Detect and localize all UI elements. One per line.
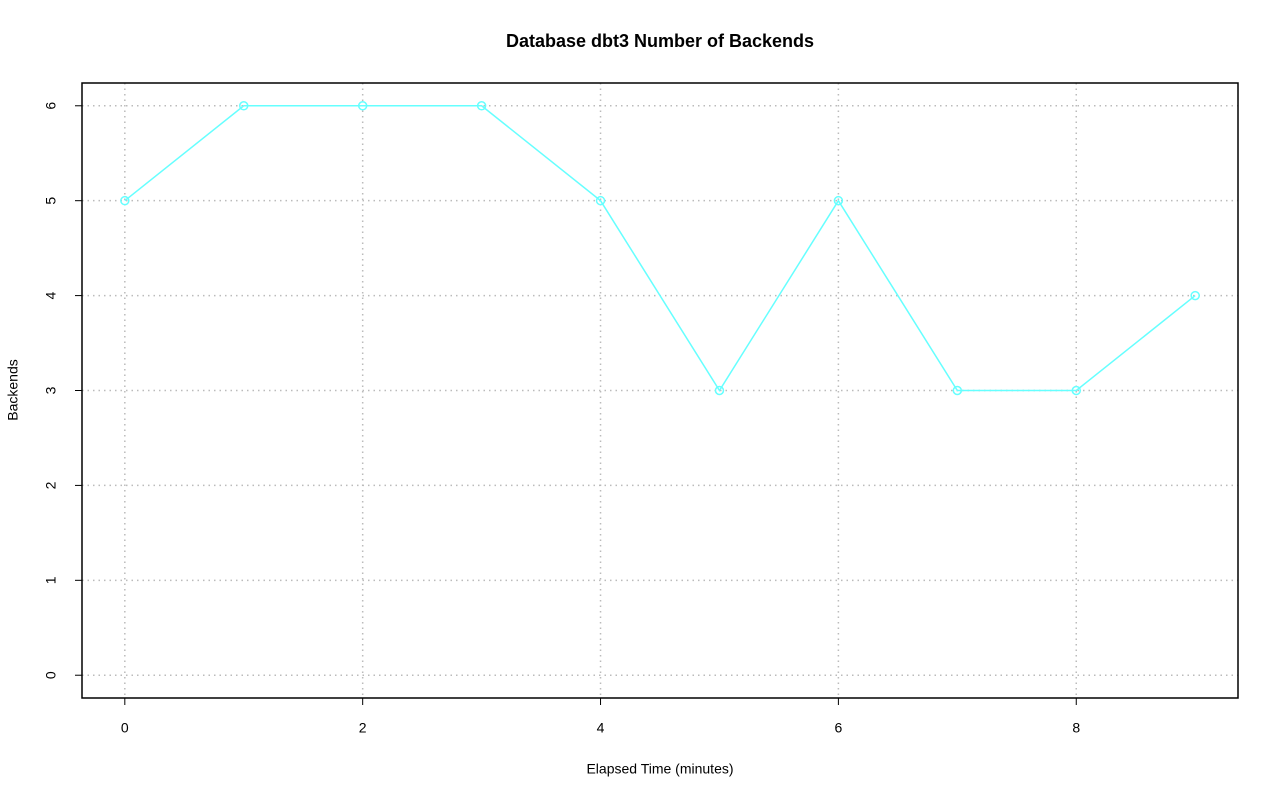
x-axis-label: Elapsed Time (minutes) — [586, 761, 733, 777]
y-tick-label: 6 — [43, 102, 59, 110]
y-tick-label: 5 — [43, 197, 59, 205]
data-point — [238, 101, 249, 111]
x-tick-label: 0 — [121, 720, 129, 736]
data-point — [714, 385, 725, 396]
x-tick-label: 2 — [359, 720, 367, 736]
y-tick-label: 4 — [43, 291, 59, 299]
y-tick-label: 2 — [43, 481, 59, 489]
data-point — [120, 195, 130, 206]
chart-title: Database dbt3 Number of Backends — [506, 31, 814, 51]
data-point — [1190, 290, 1200, 301]
x-tick-label: 8 — [1072, 720, 1080, 736]
data-point — [595, 195, 606, 206]
data-point — [833, 195, 844, 206]
plot-frame — [81, 82, 1239, 699]
data-point — [1071, 385, 1082, 396]
y-tick-label: 3 — [43, 386, 59, 394]
y-axis-label: Backends — [5, 359, 21, 420]
data-point — [357, 101, 368, 111]
data-point — [476, 101, 487, 111]
data-line — [124, 105, 1196, 392]
data-point — [952, 385, 963, 396]
x-tick-label: 6 — [834, 720, 842, 736]
x-tick-label: 4 — [597, 720, 605, 736]
y-tick-label: 0 — [43, 671, 59, 679]
y-tick-label: 1 — [43, 576, 59, 584]
